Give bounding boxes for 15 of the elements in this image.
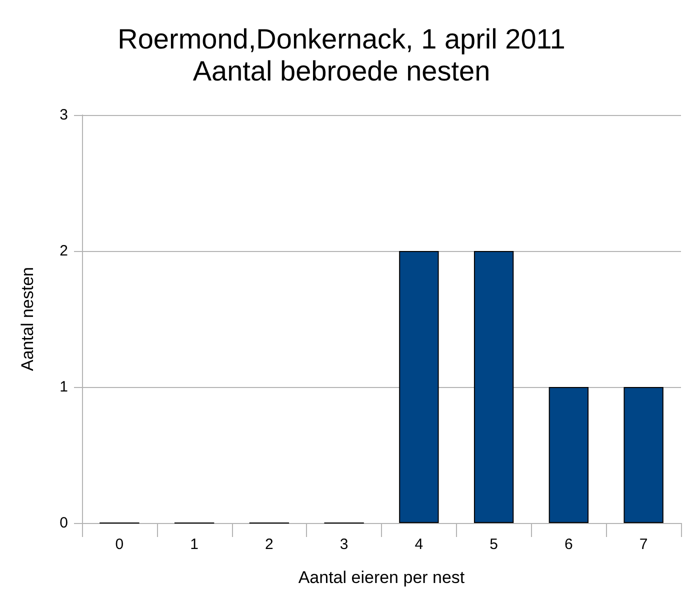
- x-tick-label: 6: [564, 536, 573, 553]
- x-tick-label: 1: [190, 536, 198, 553]
- x-tick-label: 3: [340, 536, 348, 553]
- x-tick-label: 5: [490, 536, 498, 553]
- x-tick-label: 0: [115, 536, 124, 553]
- x-tick-label: 4: [414, 536, 424, 553]
- x-tick-label: 2: [265, 536, 274, 553]
- chart-title: Roermond,Donkernack, 1 april 2011 Aantal bebroede nesten: [118, 24, 566, 86]
- y-tick-label: 2: [60, 242, 68, 260]
- y-tick-label: 3: [60, 106, 68, 124]
- y-axis-title: Aantal nesten: [18, 267, 37, 371]
- x-axis-title: Aantal eieren per nest: [298, 568, 465, 587]
- y-tick-label: 1: [60, 378, 68, 396]
- x-tick-label: 7: [639, 536, 648, 553]
- y-tick-label: 0: [60, 514, 68, 532]
